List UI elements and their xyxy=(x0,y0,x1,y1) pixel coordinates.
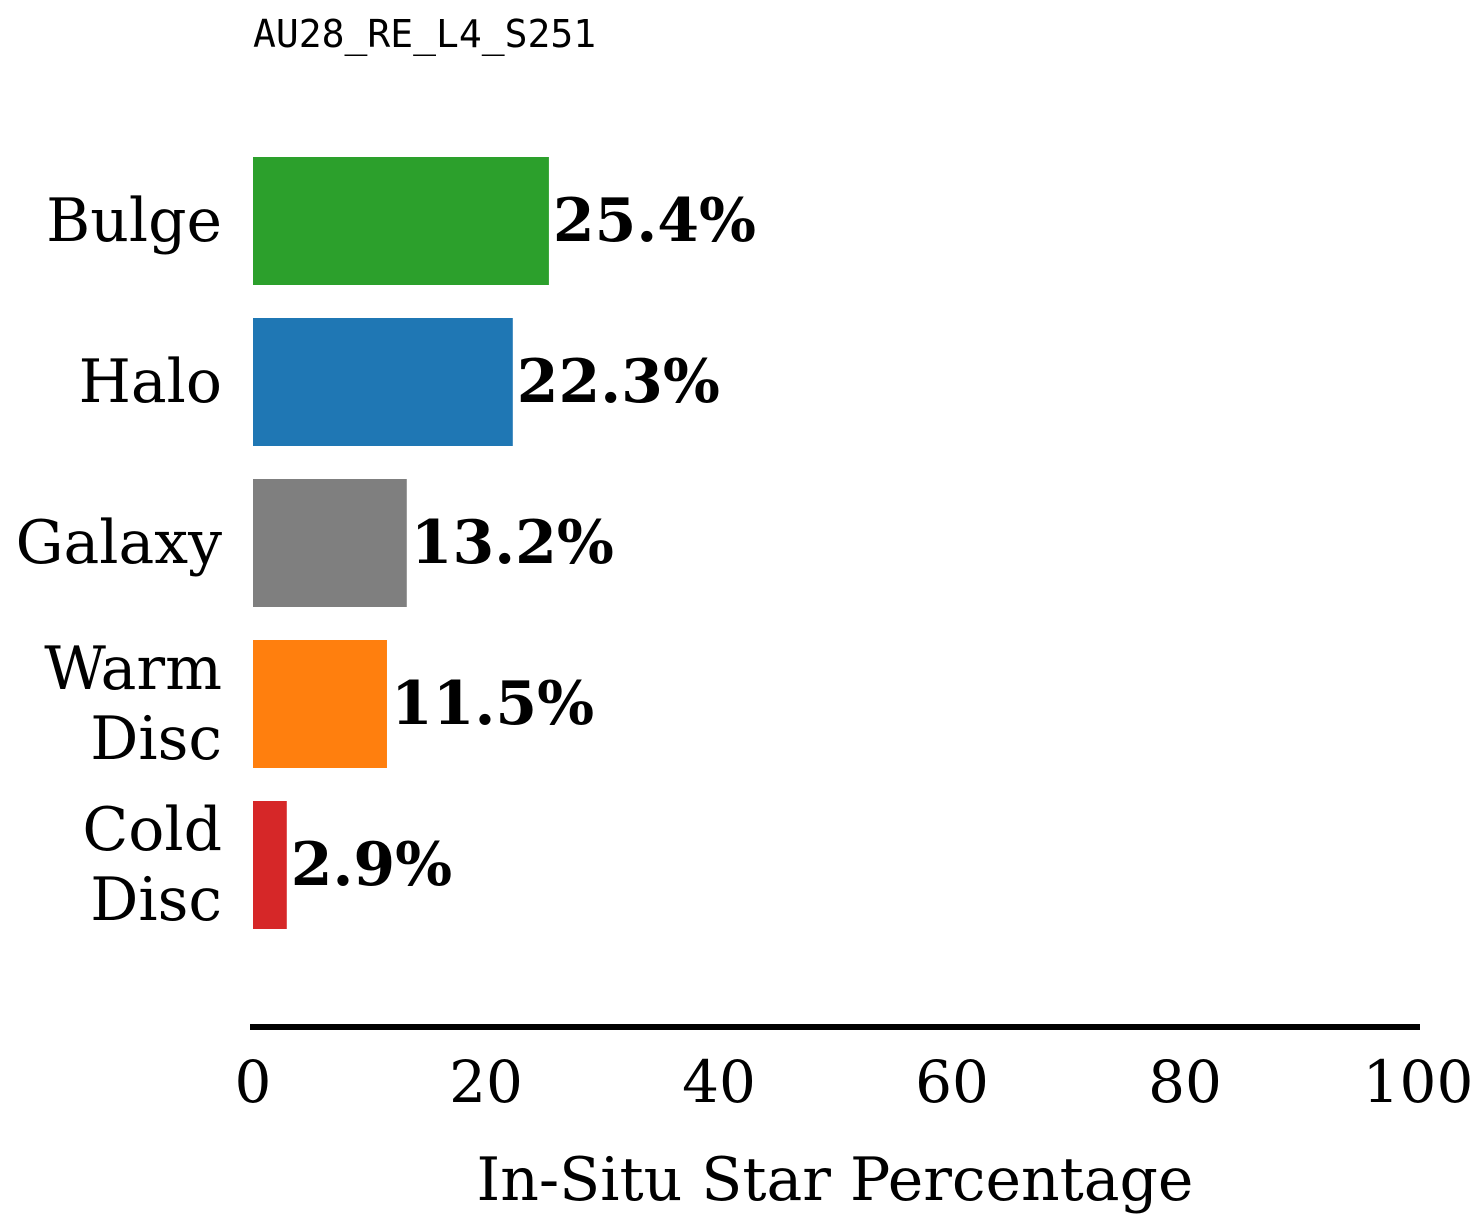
category-label-line: Bulge xyxy=(46,186,222,256)
x-tick-label: 40 xyxy=(682,1048,756,1116)
category-label-line: Galaxy xyxy=(16,508,223,578)
category-label: Warm Disc xyxy=(44,634,222,774)
chart-title: AU28_RE_L4_S251 xyxy=(253,12,596,57)
bar xyxy=(253,318,513,446)
category-label: Galaxy xyxy=(16,508,223,578)
x-tick-label: 0 xyxy=(235,1048,272,1116)
x-axis-ticks: 0 20 40 60 80 100 xyxy=(235,1048,1474,1116)
x-tick-label: 20 xyxy=(449,1048,523,1116)
bar-value-label: 25.4% xyxy=(553,186,756,256)
x-axis-label: In-Situ Star Percentage xyxy=(477,1145,1194,1215)
bar-value-label: 2.9% xyxy=(291,830,452,900)
category-label: Halo xyxy=(79,347,222,417)
bar-value-label: 22.3% xyxy=(517,347,720,417)
category-label: Bulge xyxy=(46,186,222,256)
category-label-line: Disc xyxy=(90,865,222,935)
bar xyxy=(253,640,387,768)
category-label: Cold Disc xyxy=(82,795,222,935)
bar xyxy=(253,801,287,929)
bar xyxy=(253,479,407,607)
bar xyxy=(253,157,549,285)
category-label-line: Warm xyxy=(44,634,222,704)
category-label-line: Cold xyxy=(82,795,222,865)
bar-value-label: 11.5% xyxy=(391,669,594,739)
category-label-line: Halo xyxy=(79,347,222,417)
bar-value-label: 13.2% xyxy=(411,508,614,578)
x-tick-label: 80 xyxy=(1148,1048,1222,1116)
x-tick-label: 60 xyxy=(915,1048,989,1116)
category-label-line: Disc xyxy=(90,704,222,774)
x-tick-label: 100 xyxy=(1363,1048,1474,1116)
